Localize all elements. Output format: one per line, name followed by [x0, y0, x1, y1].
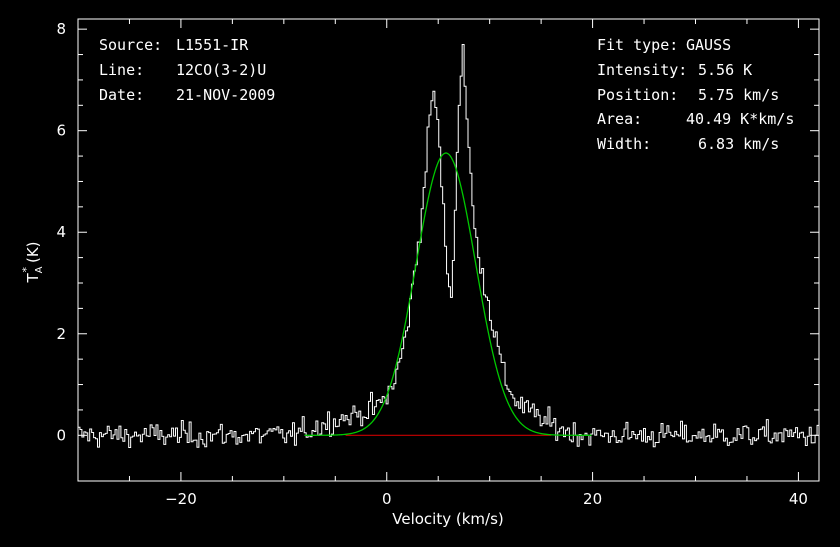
intensity-key: Intensity:: [597, 61, 687, 79]
width-value: 6.83 km/s: [698, 135, 779, 153]
y-tick-label: 6: [56, 122, 66, 140]
y-axis-label: TA* (K): [20, 241, 45, 283]
date-value: 21-NOV-2009: [176, 86, 275, 104]
x-axis-label: Velocity (km/s): [392, 510, 503, 528]
area-key: Area:: [597, 110, 642, 128]
chart-marks: [78, 44, 819, 449]
y-tick-label: 4: [56, 223, 66, 241]
source-key: Source:: [99, 36, 162, 54]
axis-ticks: −20 0 20 40 0 2 4 6 8: [56, 19, 819, 508]
y-tick-label: 2: [56, 325, 66, 343]
y-label-main: T: [24, 273, 42, 284]
y-label-unit: (K): [24, 241, 42, 263]
spectrum-line: [78, 44, 819, 449]
x-tick-label: 0: [382, 490, 392, 508]
y-label-subscript: A: [34, 266, 45, 273]
source-info-block: Source: L1551-IR Line: 12CO(3-2)U Date: …: [99, 36, 275, 104]
date-key: Date:: [99, 86, 144, 104]
intensity-value: 5.56 K: [698, 61, 752, 79]
y-tick-label: 0: [56, 426, 66, 444]
line-value: 12CO(3-2)U: [176, 61, 266, 79]
position-key: Position:: [597, 86, 678, 104]
y-tick-label: 8: [56, 20, 66, 38]
line-key: Line:: [99, 61, 144, 79]
source-value: L1551-IR: [176, 36, 249, 54]
fit-type-value: GAUSS: [686, 36, 731, 54]
x-tick-label: 40: [789, 490, 808, 508]
fit-info-block: Fit type: GAUSS Intensity: 5.56 K Positi…: [597, 36, 794, 153]
width-key: Width:: [597, 135, 651, 153]
fit-type-key: Fit type:: [597, 36, 678, 54]
area-value: 40.49 K*km/s: [686, 110, 794, 128]
x-tick-label: 20: [583, 490, 602, 508]
gaussian-fit-line: [304, 152, 592, 436]
x-tick-label: −20: [165, 490, 197, 508]
y-label-superscript: *: [20, 267, 33, 273]
position-value: 5.75 km/s: [698, 86, 779, 104]
plot-frame: [77, 18, 820, 482]
